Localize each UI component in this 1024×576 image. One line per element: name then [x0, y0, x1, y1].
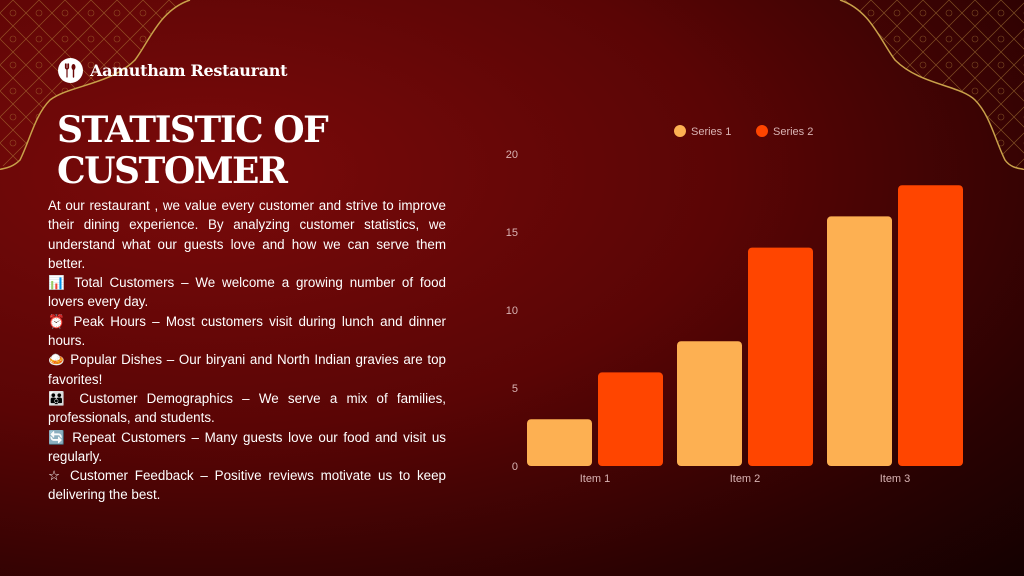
y-tick-label: 15	[506, 227, 518, 239]
list-item-text: Customer Demographics – We serve a mix o…	[48, 390, 446, 426]
alarm-clock-icon: ⏰	[48, 313, 68, 329]
list-item: ⏰ Peak Hours – Most customers visit duri…	[48, 312, 446, 351]
page-title-line1: STATISTIC OF	[57, 109, 329, 151]
bar	[748, 247, 813, 466]
list-item-text: Repeat Customers – Many guests love our …	[48, 429, 446, 464]
y-tick-label: 20	[506, 149, 518, 161]
bar-chart-icon: 📊	[48, 275, 68, 291]
legend-marker	[756, 125, 768, 137]
list-item: 🍛 Popular Dishes – Our biryani and North…	[48, 350, 446, 389]
list-item-text: Peak Hours – Most customers visit during…	[48, 313, 446, 349]
bar	[598, 372, 663, 466]
bar-chart-svg: 0 5 10 15 20 Item 1 Item 2 Item 3 Series 1 Series…	[506, 125, 963, 485]
legend-marker	[674, 125, 686, 137]
bar	[677, 341, 742, 466]
bar	[527, 419, 592, 466]
list-item-text: Total Customers – We welcome a growing n…	[48, 275, 446, 310]
people-icon: 👪	[48, 390, 71, 406]
list-item: 📊 Total Customers – We welcome a growing…	[48, 273, 446, 312]
list-item-text: Customer Feedback – Positive reviews mot…	[48, 468, 446, 503]
curry-plate-icon: 🍛	[48, 352, 66, 368]
list-item: 👪 Customer Demographics – We serve a mix…	[48, 389, 446, 428]
fork-spoon-icon	[58, 58, 83, 83]
bar	[898, 185, 963, 466]
list-item: ☆ Customer Feedback – Positive reviews m…	[48, 466, 446, 505]
x-tick-label: Item 2	[730, 473, 761, 485]
y-tick-label: 5	[512, 383, 518, 395]
page-title: STATISTIC OF CUSTOMER	[57, 110, 387, 192]
legend-label: Series 1	[691, 126, 731, 138]
y-tick-label: 10	[506, 305, 518, 317]
y-tick-label: 0	[512, 461, 518, 473]
legend-label: Series 2	[773, 126, 813, 138]
list-item-text: Popular Dishes – Our biryani and North I…	[48, 352, 446, 387]
x-tick-label: Item 3	[880, 473, 911, 485]
bar	[827, 216, 892, 466]
brand: Aamutham Restaurant	[58, 58, 288, 83]
x-tick-label: Item 1	[580, 473, 611, 485]
page-title-line2: CUSTOMER	[57, 150, 288, 192]
bar-chart: 0 5 10 15 20 Item 1 Item 2 Item 3 Series 1 Series…	[480, 110, 1000, 510]
brand-name: Aamutham Restaurant	[90, 61, 288, 80]
star-icon: ☆	[48, 468, 64, 484]
repeat-icon: 🔄	[48, 429, 67, 445]
intro-paragraph: At our restaurant , we value every custo…	[48, 198, 446, 271]
list-item: 🔄 Repeat Customers – Many guests love ou…	[48, 428, 446, 467]
description: At our restaurant , we value every custo…	[48, 196, 446, 505]
